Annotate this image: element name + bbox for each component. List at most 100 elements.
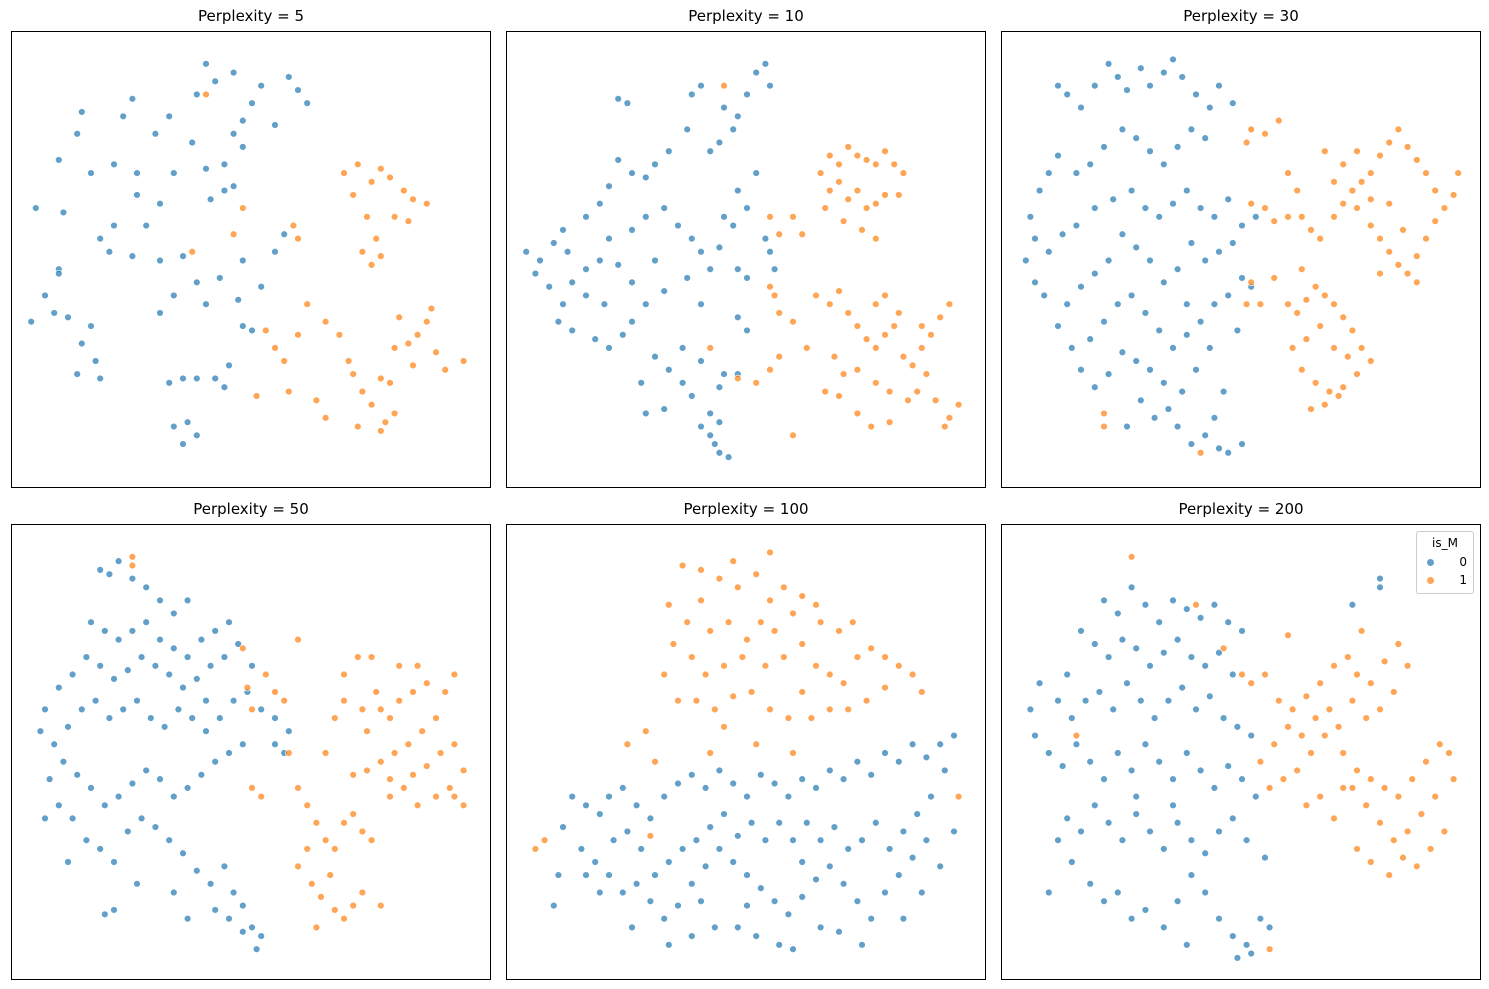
data-point-class-1 bbox=[1422, 234, 1430, 243]
data-point-class-0 bbox=[1127, 914, 1136, 923]
data-point-class-0 bbox=[715, 418, 724, 426]
data-point-class-0 bbox=[285, 73, 293, 81]
data-point-class-1 bbox=[321, 749, 330, 757]
data-point-class-0 bbox=[826, 766, 834, 775]
data-point-class-0 bbox=[1169, 344, 1177, 352]
data-point-class-0 bbox=[1137, 64, 1145, 72]
data-point-class-1 bbox=[899, 352, 908, 361]
data-point-class-1 bbox=[885, 387, 894, 396]
data-point-class-0 bbox=[96, 662, 104, 670]
data-point-class-0 bbox=[133, 696, 141, 705]
data-point-class-0 bbox=[1086, 880, 1094, 888]
data-point-class-1 bbox=[400, 784, 408, 792]
data-point-class-0 bbox=[706, 431, 714, 439]
data-point-class-1 bbox=[881, 291, 889, 300]
data-point-class-1 bbox=[367, 836, 376, 844]
data-point-class-0 bbox=[1183, 605, 1191, 613]
data-point-class-0 bbox=[128, 95, 137, 103]
data-point-class-1 bbox=[239, 644, 247, 653]
data-point-class-1 bbox=[908, 361, 917, 370]
data-point-class-0 bbox=[142, 766, 150, 775]
data-point-class-0 bbox=[1063, 814, 1071, 823]
data-point-class-0 bbox=[142, 221, 150, 230]
data-point-class-0 bbox=[197, 771, 206, 779]
data-point-class-1 bbox=[1344, 653, 1352, 661]
data-point-class-0 bbox=[1104, 370, 1113, 378]
data-point-class-0 bbox=[188, 714, 196, 722]
data-point-class-1 bbox=[1339, 313, 1347, 322]
data-point-class-1 bbox=[354, 422, 362, 431]
data-point-class-0 bbox=[554, 317, 563, 326]
legend-item-1: 1 bbox=[1423, 571, 1467, 589]
data-point-class-1 bbox=[308, 880, 316, 888]
panel-title: Perplexity = 10 bbox=[688, 7, 804, 25]
data-point-class-0 bbox=[197, 635, 206, 644]
data-point-class-1 bbox=[303, 801, 311, 810]
data-point-class-0 bbox=[1137, 396, 1145, 405]
data-point-class-1 bbox=[1431, 186, 1439, 195]
data-point-class-1 bbox=[1247, 679, 1255, 687]
data-point-class-0 bbox=[211, 758, 219, 766]
data-point-class-0 bbox=[151, 130, 160, 138]
data-point-class-0 bbox=[1118, 125, 1127, 134]
data-point-class-1 bbox=[812, 601, 820, 609]
data-point-class-0 bbox=[1086, 335, 1094, 343]
data-point-class-0 bbox=[1376, 574, 1384, 583]
data-point-class-0 bbox=[1215, 248, 1223, 256]
data-point-class-0 bbox=[743, 792, 751, 801]
data-point-class-0 bbox=[697, 248, 705, 256]
data-point-class-0 bbox=[614, 261, 622, 269]
data-point-class-0 bbox=[697, 357, 705, 365]
data-point-class-0 bbox=[623, 99, 632, 107]
data-point-class-0 bbox=[568, 792, 576, 801]
data-point-class-1 bbox=[766, 705, 774, 714]
data-point-class-0 bbox=[1183, 941, 1191, 949]
data-point-class-0 bbox=[1072, 740, 1081, 748]
data-point-class-0 bbox=[591, 858, 599, 866]
data-point-class-1 bbox=[734, 374, 742, 383]
data-point-class-0 bbox=[91, 696, 100, 705]
data-point-class-0 bbox=[128, 779, 137, 788]
data-point-class-1 bbox=[1348, 784, 1357, 792]
data-point-class-1 bbox=[321, 836, 330, 844]
data-point-class-1 bbox=[1275, 116, 1283, 125]
data-point-class-0 bbox=[1201, 662, 1209, 670]
data-point-class-0 bbox=[752, 68, 760, 77]
data-point-class-1 bbox=[1431, 792, 1439, 801]
data-point-class-0 bbox=[1173, 143, 1182, 151]
data-point-class-1 bbox=[720, 662, 728, 670]
data-point-class-1 bbox=[1357, 627, 1366, 635]
data-point-class-0 bbox=[59, 758, 68, 766]
data-point-class-0 bbox=[674, 901, 682, 910]
data-point-class-1 bbox=[895, 309, 903, 317]
data-point-class-0 bbox=[1169, 775, 1177, 783]
data-point-class-1 bbox=[1367, 775, 1375, 783]
data-point-class-0 bbox=[1219, 714, 1228, 722]
data-point-class-0 bbox=[1146, 147, 1154, 155]
data-point-class-1 bbox=[395, 662, 403, 670]
data-point-class-1 bbox=[294, 234, 302, 243]
data-point-class-0 bbox=[41, 814, 49, 823]
data-point-class-0 bbox=[55, 269, 63, 278]
data-point-class-0 bbox=[183, 596, 192, 605]
data-point-class-0 bbox=[1183, 749, 1191, 757]
data-point-class-1 bbox=[715, 574, 724, 583]
data-point-class-1 bbox=[1330, 662, 1338, 670]
data-point-class-0 bbox=[179, 849, 187, 857]
scatter-plot bbox=[506, 524, 986, 980]
data-point-class-1 bbox=[404, 740, 413, 748]
data-point-class-1 bbox=[895, 191, 903, 199]
data-point-class-0 bbox=[64, 858, 72, 866]
data-point-class-1 bbox=[1436, 740, 1444, 748]
data-point-class-1 bbox=[1334, 392, 1343, 400]
data-point-class-1 bbox=[1284, 169, 1292, 177]
data-point-class-0 bbox=[596, 888, 604, 897]
data-point-class-0 bbox=[646, 897, 655, 905]
data-point-class-0 bbox=[1210, 213, 1219, 221]
data-point-class-0 bbox=[225, 618, 233, 626]
data-point-class-0 bbox=[280, 230, 288, 238]
data-point-class-0 bbox=[812, 784, 820, 792]
data-point-class-1 bbox=[1298, 213, 1306, 221]
data-point-class-1 bbox=[1385, 871, 1393, 879]
data-point-class-1 bbox=[890, 160, 898, 169]
